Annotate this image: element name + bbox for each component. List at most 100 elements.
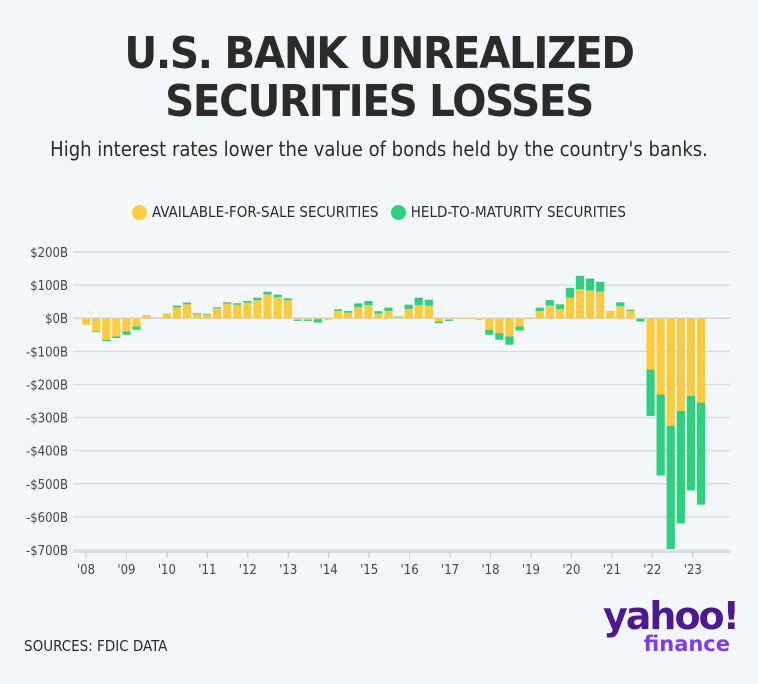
y-tick-label: -$400B bbox=[26, 445, 68, 460]
bar-htm bbox=[334, 309, 343, 311]
bar-afs bbox=[364, 304, 373, 319]
bar-afs bbox=[606, 310, 615, 319]
y-tick-label: -$200B bbox=[26, 378, 68, 393]
bar-afs bbox=[142, 314, 151, 319]
bar-afs bbox=[555, 308, 564, 319]
bar-afs bbox=[515, 318, 524, 327]
bar-htm bbox=[424, 299, 433, 306]
bar-afs bbox=[253, 300, 262, 319]
bar-afs bbox=[465, 318, 474, 320]
legend-swatch-htm bbox=[390, 204, 406, 220]
bar-afs bbox=[535, 310, 544, 319]
y-tick-label: $200B bbox=[30, 246, 68, 261]
bar-afs bbox=[676, 318, 685, 411]
bar-afs bbox=[334, 310, 343, 319]
bar-htm bbox=[213, 307, 222, 309]
bar-htm bbox=[364, 301, 373, 305]
x-tick-label: '11 bbox=[198, 563, 216, 578]
bar-afs bbox=[424, 305, 433, 319]
chart-subtitle: High interest rates lower the value of b… bbox=[50, 137, 708, 161]
x-tick-label: '17 bbox=[441, 563, 459, 578]
logo-finance: finance bbox=[643, 632, 730, 656]
bar-htm bbox=[112, 336, 121, 339]
x-tick-label: '14 bbox=[320, 563, 338, 578]
x-tick-label: '18 bbox=[481, 563, 499, 578]
bar-afs bbox=[223, 303, 232, 319]
bar-afs bbox=[394, 317, 403, 319]
bar-afs bbox=[696, 318, 706, 403]
bar-afs bbox=[575, 289, 585, 319]
bar-chart: $200B $100B $0B -$100B -$200B -$300B -$400B -$5… bbox=[26, 246, 730, 578]
chart-title-line1: U.S. BANK UNREALIZED bbox=[124, 28, 635, 79]
bar-afs bbox=[293, 318, 302, 320]
x-tick-label: '09 bbox=[117, 563, 135, 578]
bar-afs bbox=[152, 317, 161, 319]
bar-htm bbox=[122, 331, 131, 335]
bar-afs bbox=[505, 318, 514, 337]
bar-afs bbox=[596, 291, 605, 319]
legend: AVAILABLE-FOR-SALE SECURITIES HELD-TO-MA… bbox=[0, 203, 758, 224]
bar-htm bbox=[626, 309, 635, 311]
bar-afs bbox=[666, 318, 675, 426]
bar-afs bbox=[495, 318, 504, 334]
bar-afs bbox=[586, 290, 595, 319]
bar-htm bbox=[374, 311, 383, 314]
x-tick-label: '20 bbox=[562, 563, 580, 578]
bar-afs bbox=[475, 318, 484, 320]
x-tick-label: '13 bbox=[279, 563, 297, 578]
yahoo-finance-logo: yahoo! finance bbox=[598, 597, 740, 656]
bar-htm bbox=[696, 402, 706, 505]
bar-htm bbox=[656, 394, 665, 476]
bar-htm bbox=[303, 319, 312, 321]
y-tick-label: -$500B bbox=[26, 478, 68, 493]
bar-afs bbox=[656, 318, 665, 395]
x-tick-label: '22 bbox=[643, 563, 661, 578]
x-tick-label: '10 bbox=[158, 563, 176, 578]
bar-afs bbox=[102, 318, 111, 340]
bar-htm bbox=[515, 326, 524, 331]
bar-afs bbox=[374, 313, 383, 319]
bar-afs bbox=[344, 312, 353, 319]
legend-item-afs: AVAILABLE-FOR-SALE SECURITIES bbox=[131, 203, 379, 221]
bar-htm bbox=[253, 297, 262, 301]
bar-afs bbox=[414, 304, 423, 319]
x-tick-label: '16 bbox=[401, 563, 419, 578]
bar-htm bbox=[485, 329, 494, 335]
bar-afs bbox=[243, 302, 252, 319]
x-tick-label: '23 bbox=[684, 563, 702, 578]
bar-afs bbox=[323, 318, 333, 320]
bar-htm bbox=[202, 313, 212, 315]
x-tick-label: '12 bbox=[239, 563, 257, 578]
x-tick-label: '19 bbox=[522, 563, 540, 578]
bar-htm bbox=[182, 302, 191, 305]
bar-htm bbox=[586, 278, 595, 291]
x-tick-label: '15 bbox=[360, 563, 378, 578]
legend-label-htm: HELD-TO-MATURITY SECURITIES bbox=[410, 203, 627, 221]
bar-afs bbox=[313, 318, 323, 320]
bar-afs bbox=[384, 310, 393, 319]
bar-afs bbox=[565, 297, 575, 319]
y-tick-label: -$300B bbox=[26, 412, 68, 427]
bar-htm bbox=[575, 275, 585, 290]
bar-htm bbox=[192, 313, 202, 315]
bar-afs bbox=[92, 318, 101, 332]
bar-afs bbox=[202, 314, 212, 319]
bar-afs bbox=[616, 306, 625, 319]
bar-htm bbox=[505, 336, 514, 345]
bar-htm bbox=[313, 319, 323, 323]
legend-label-afs: AVAILABLE-FOR-SALE SECURITIES bbox=[151, 203, 379, 221]
bar-htm bbox=[555, 304, 564, 309]
y-tick-label: $0B bbox=[45, 312, 68, 327]
bar-afs bbox=[626, 310, 635, 319]
legend-item-htm: HELD-TO-MATURITY SECURITIES bbox=[390, 203, 627, 221]
bar-htm bbox=[384, 307, 393, 311]
bar-afs bbox=[263, 294, 272, 319]
bar-afs bbox=[444, 318, 454, 320]
bar-afs bbox=[485, 318, 494, 330]
bar-htm bbox=[132, 326, 141, 330]
chart-title-line2: SECURITIES LOSSES bbox=[165, 76, 594, 127]
bar-htm bbox=[495, 333, 504, 340]
bar-htm bbox=[565, 287, 575, 298]
bar-afs bbox=[162, 313, 171, 319]
bar-afs bbox=[233, 304, 242, 319]
